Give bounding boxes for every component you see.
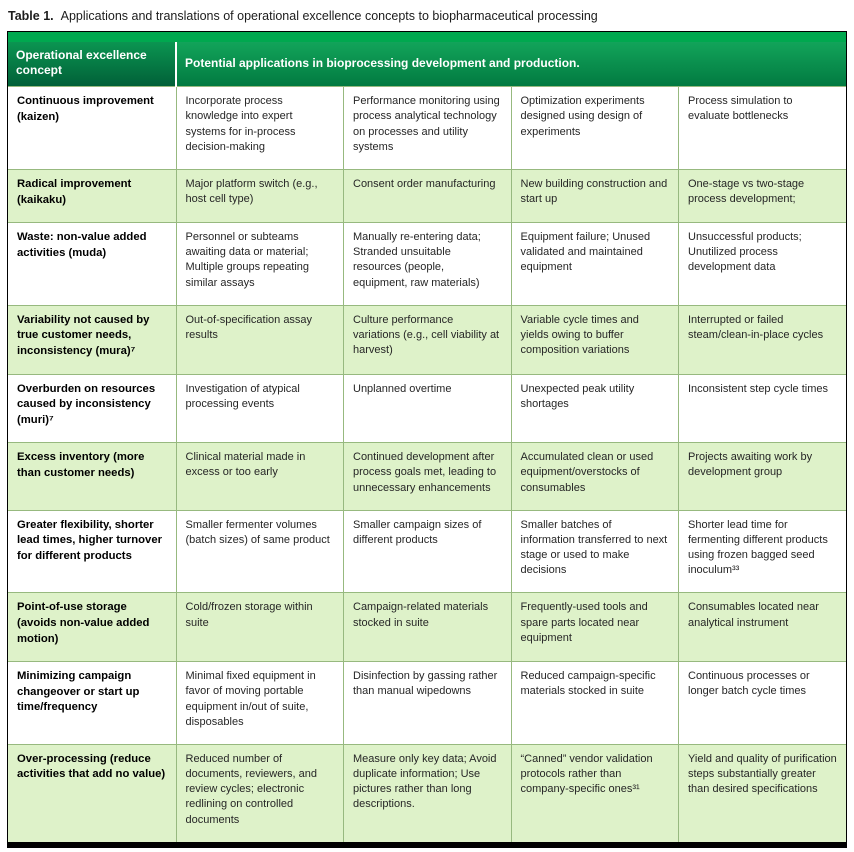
application-cell: Performance monitoring using process ana…: [343, 86, 511, 170]
application-cell: Incorporate process knowledge into exper…: [175, 86, 344, 170]
application-cell: Projects awaiting work by development gr…: [678, 442, 846, 511]
operational-excellence-table: Operational excellence concept Potential…: [8, 42, 846, 842]
application-cell: Campaign-related materials stocked in su…: [343, 592, 511, 662]
application-cell: Disinfection by gassing rather than manu…: [343, 661, 511, 745]
table-row: Minimizing campaign changeover or start …: [8, 661, 846, 745]
table-row: Waste: non-value added activities (muda)…: [8, 222, 846, 306]
table-row: Continuous improvement (kaizen) Incorpora…: [8, 86, 846, 170]
concept-cell: Waste: non-value added activities (muda): [8, 222, 176, 306]
application-cell: Out-of-specification assay results: [175, 304, 344, 375]
application-cell: Smaller campaign sizes of different prod…: [343, 509, 511, 593]
application-cell: New building construction and start up: [510, 168, 679, 223]
application-cell: Reduced campaign-specific materials stoc…: [510, 661, 679, 745]
header-row: Operational excellence concept Potential…: [8, 42, 846, 87]
application-cell: Variable cycle times and yields owing to…: [510, 304, 679, 375]
concept-cell: Excess inventory (more than customer nee…: [8, 442, 176, 511]
application-cell: Smaller batches of information transferr…: [510, 509, 679, 593]
table-caption-label: Table 1.: [8, 9, 54, 23]
application-cell: Consumables located near analytical inst…: [678, 592, 846, 662]
application-cell: Continued development after process goal…: [343, 442, 511, 511]
application-cell: Minimal fixed equipment in favor of movi…: [175, 661, 344, 745]
application-cell: Consent order manufacturing: [343, 168, 511, 223]
application-cell: One-stage vs two-stage process developme…: [678, 168, 846, 223]
concept-cell: Radical improvement (kaikaku): [8, 168, 176, 223]
concept-cell: Over-processing (reduce activities that …: [8, 743, 176, 842]
concept-cell: Variability not caused by true customer …: [8, 304, 176, 375]
application-cell: Major platform switch (e.g., host cell t…: [175, 168, 344, 223]
application-cell: Frequently-used tools and spare parts lo…: [510, 592, 679, 662]
table-top-strip: [8, 32, 846, 43]
concept-cell: Minimizing campaign changeover or start …: [8, 661, 176, 745]
application-cell: Clinical material made in excess or too …: [175, 442, 344, 511]
table-row: Over-processing (reduce activities that …: [8, 743, 846, 842]
application-cell: Manually re-entering data; Stranded unsu…: [343, 222, 511, 306]
application-cell: Equipment failure; Unused validated and …: [510, 222, 679, 306]
application-cell: Accumulated clean or used equipment/over…: [510, 442, 679, 511]
table-row: Overburden on resources caused by incons…: [8, 373, 846, 443]
concept-cell: Greater flexibility, shorter lead times,…: [8, 509, 176, 593]
application-cell: “Canned” vendor validation protocols rat…: [510, 743, 679, 842]
table-1: Operational excellence concept Potential…: [7, 31, 847, 848]
application-cell: Cold/frozen storage within suite: [175, 592, 344, 662]
application-cell: Yield and quality of purification steps …: [678, 743, 846, 842]
application-cell: Unexpected peak utility shortages: [510, 373, 679, 443]
application-cell: Smaller fermenter volumes (batch sizes) …: [175, 509, 344, 593]
application-cell: Shorter lead time for fermenting differe…: [678, 509, 846, 593]
application-cell: Continuous processes or longer batch cyc…: [678, 661, 846, 745]
table-row: Point-of-use storage (avoids non-value a…: [8, 592, 846, 662]
header-cell-concept: Operational excellence concept: [8, 42, 176, 87]
table-body: Continuous improvement (kaizen) Incorpora…: [8, 86, 846, 842]
application-cell: Reduced number of documents, reviewers, …: [175, 743, 344, 842]
application-cell: Unplanned overtime: [343, 373, 511, 443]
application-cell: Optimization experiments designed using …: [510, 86, 679, 170]
table-row: Radical improvement (kaikaku) Major platf…: [8, 168, 846, 223]
table-caption-text: Applications and translations of operati…: [60, 9, 598, 23]
application-cell: Culture performance variations (e.g., ce…: [343, 304, 511, 375]
application-cell: Unsuccessful products; Unutilized proces…: [678, 222, 846, 306]
application-cell: Investigation of atypical processing eve…: [175, 373, 344, 443]
concept-cell: Overburden on resources caused by incons…: [8, 373, 176, 443]
application-cell: Measure only key data; Avoid duplicate i…: [343, 743, 511, 842]
table-row: Excess inventory (more than customer nee…: [8, 442, 846, 511]
table-caption: Table 1. Applications and translations of…: [8, 8, 847, 24]
concept-cell: Point-of-use storage (avoids non-value a…: [8, 592, 176, 662]
application-cell: Process simulation to evaluate bottlenec…: [678, 86, 846, 170]
table-row: Variability not caused by true customer …: [8, 304, 846, 375]
header-cell-applications: Potential applications in bioprocessing …: [175, 42, 846, 87]
application-cell: Personnel or subteams awaiting data or m…: [175, 222, 344, 306]
application-cell: Inconsistent step cycle times: [678, 373, 846, 443]
table-row: Greater flexibility, shorter lead times,…: [8, 509, 846, 593]
concept-cell: Continuous improvement (kaizen): [8, 86, 176, 170]
application-cell: Interrupted or failed steam/clean-in-pla…: [678, 304, 846, 375]
